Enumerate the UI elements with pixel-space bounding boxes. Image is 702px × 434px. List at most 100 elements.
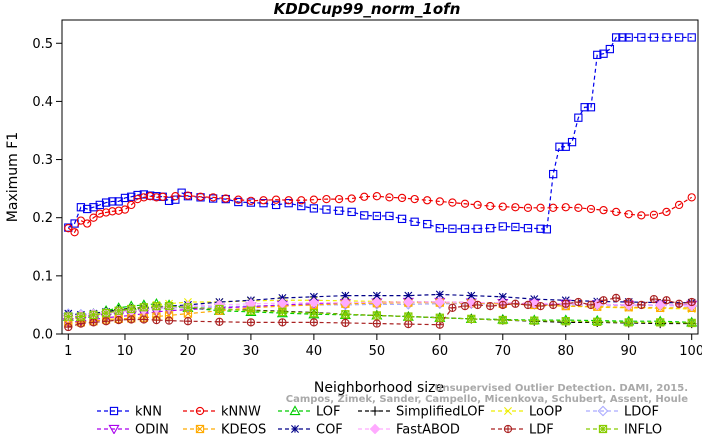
data-point [284, 196, 293, 205]
data-point [297, 196, 306, 205]
data-point [360, 211, 369, 220]
data-point [108, 197, 117, 206]
y-tick-label: 0.4 [32, 95, 53, 110]
data-point [183, 317, 193, 326]
data-point [89, 310, 98, 319]
data-point [246, 306, 256, 315]
data-point [410, 194, 419, 204]
data-point [114, 306, 123, 315]
data-point [649, 210, 659, 219]
data-point [649, 33, 659, 42]
data-point [561, 203, 570, 212]
y-tick-label: 0.1 [32, 269, 53, 284]
data-point [624, 210, 633, 219]
data-point [340, 297, 351, 308]
data-point [369, 423, 381, 434]
data-point [637, 300, 646, 310]
data-point [498, 292, 507, 301]
data-point [593, 317, 602, 326]
data-point [259, 196, 268, 205]
data-point [360, 192, 369, 201]
data-point [448, 224, 457, 233]
data-point [404, 319, 413, 329]
data-point [511, 203, 520, 212]
data-point [109, 406, 119, 416]
data-point [637, 211, 646, 220]
legend-label: kNN [135, 405, 162, 420]
legend-item-ldof: LDOF [586, 405, 659, 420]
data-point [152, 193, 161, 202]
data-point [372, 291, 381, 300]
data-point [152, 301, 161, 311]
data-point [120, 205, 130, 214]
data-point [120, 193, 130, 203]
legend-label: COF [316, 423, 343, 434]
x-tick-label: 100 [679, 344, 702, 359]
data-point [624, 33, 633, 42]
data-point [403, 296, 414, 308]
data-point [434, 296, 446, 308]
data-point [76, 312, 86, 321]
data-point [372, 319, 382, 328]
data-point [397, 193, 407, 203]
data-point [70, 228, 79, 237]
data-point [435, 197, 444, 206]
data-point [101, 208, 111, 217]
data-point [89, 318, 98, 327]
data-point [498, 202, 507, 211]
data-point [284, 199, 293, 208]
data-point [687, 297, 696, 307]
data-point [95, 200, 104, 210]
data-point [504, 407, 512, 415]
data-point [385, 193, 394, 202]
data-point [435, 290, 444, 299]
axes: 1 10 20 30 40 50 60 70 80 90 100 0.0 0.1 0.2 0.3 0.4 0.5 [32, 37, 702, 359]
data-point [567, 137, 577, 147]
data-point [108, 424, 120, 434]
data-point [215, 304, 224, 314]
data-point [334, 194, 344, 204]
data-point [586, 300, 596, 310]
data-point [291, 425, 299, 433]
x-axis-label: Neighborhood size [314, 380, 444, 396]
data-point [309, 318, 319, 327]
data-point [114, 206, 123, 215]
data-point [95, 209, 104, 218]
data-point [624, 318, 633, 327]
data-point [278, 307, 287, 317]
x-tick-label: 30 [243, 344, 260, 359]
data-point [341, 318, 350, 328]
data-point [523, 203, 533, 212]
data-point [195, 406, 205, 416]
data-point [139, 303, 149, 312]
legend-label: LoOP [529, 405, 562, 420]
data-point [460, 224, 470, 233]
data-point [152, 315, 161, 325]
data-point [555, 142, 564, 151]
series-layer [62, 33, 698, 332]
data-point [549, 169, 558, 179]
data-point [164, 316, 174, 325]
data-point [64, 322, 73, 332]
data-point [89, 213, 98, 222]
data-point [171, 195, 180, 204]
data-point [309, 292, 318, 301]
x-tick-label: 90 [620, 344, 637, 359]
y-tick-label: 0.0 [32, 328, 53, 343]
data-point [164, 196, 174, 205]
data-point [549, 203, 558, 212]
data-point [108, 207, 117, 216]
data-point [599, 205, 608, 215]
data-point [64, 224, 73, 233]
data-point [473, 224, 482, 233]
data-point [498, 315, 507, 325]
data-point [83, 204, 92, 214]
data-point [271, 200, 281, 210]
data-point [278, 318, 287, 327]
data-point [370, 406, 380, 416]
data-point [404, 312, 413, 321]
data-point [593, 50, 602, 60]
data-point [599, 296, 608, 305]
data-point [423, 219, 432, 229]
